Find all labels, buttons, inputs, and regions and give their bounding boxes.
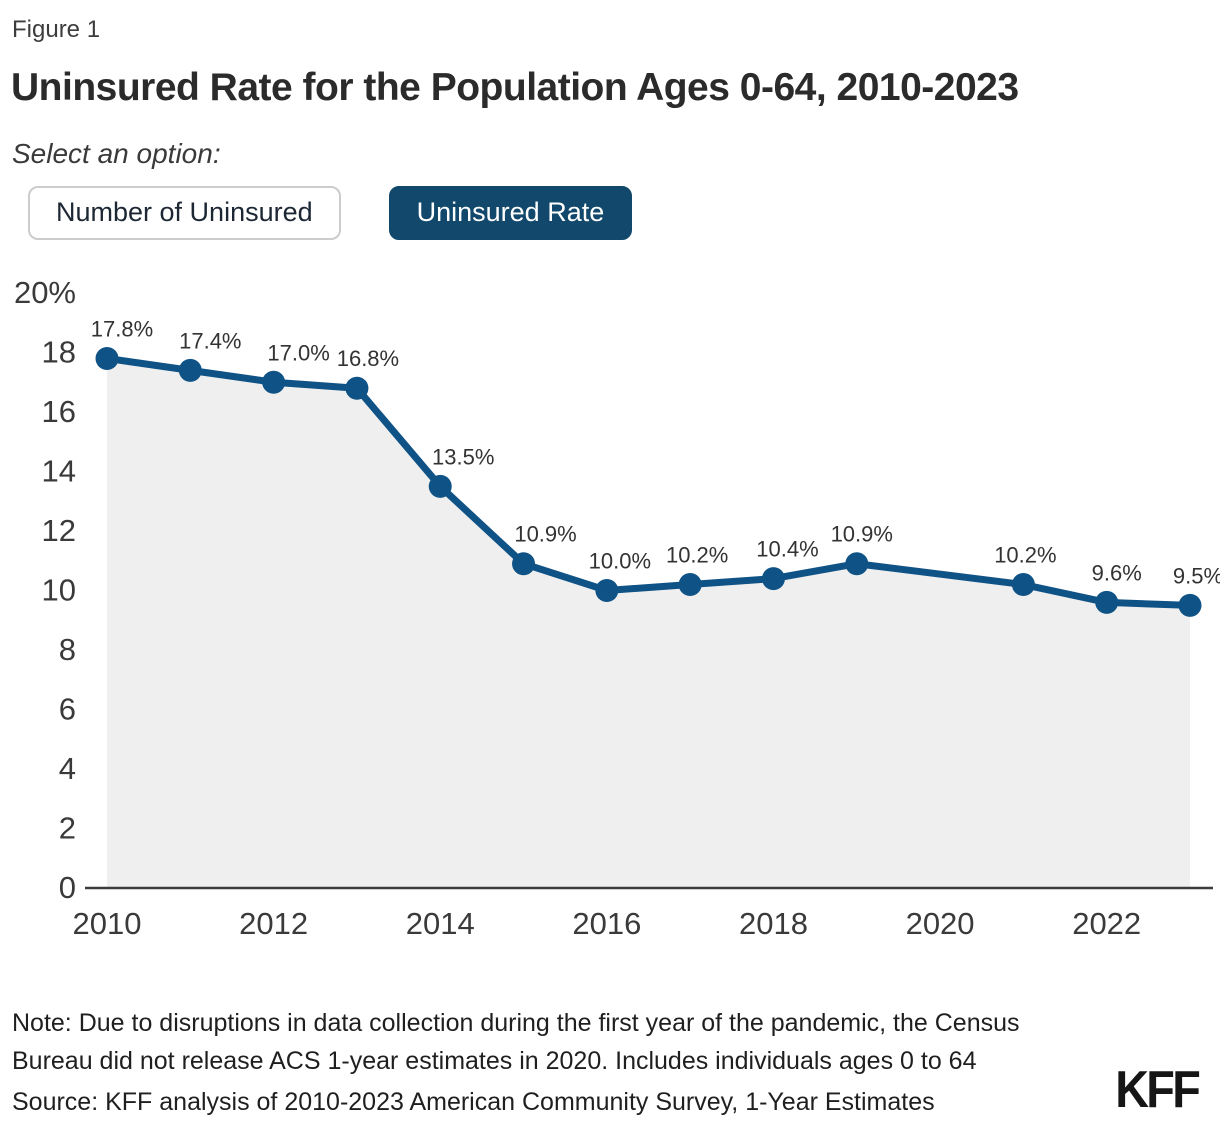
y-axis-tick-label: 18	[42, 335, 76, 370]
note-text: Note: Due to disruptions in data collect…	[12, 1009, 1020, 1037]
data-point-label: 9.5%	[1173, 563, 1220, 588]
y-axis-tick-label: 8	[59, 632, 76, 667]
x-axis-tick-label: 2016	[572, 906, 641, 941]
kff-logo: KFF	[1115, 1061, 1201, 1119]
source-text: Source: KFF analysis of 2010-2023 Americ…	[12, 1088, 935, 1116]
data-point-label: 10.9%	[831, 522, 893, 547]
data-point[interactable]	[1011, 573, 1035, 597]
data-point-label: 9.6%	[1092, 560, 1142, 585]
data-point[interactable]	[1178, 593, 1202, 617]
y-axis-tick-label: 4	[59, 751, 76, 786]
data-point[interactable]	[1095, 590, 1119, 614]
data-point-label: 16.8%	[337, 346, 399, 371]
number-of-uninsured-button[interactable]: Number of Uninsured	[28, 186, 341, 240]
x-axis-tick-label: 2018	[739, 906, 808, 941]
data-point[interactable]	[678, 573, 702, 597]
footer: Note: Due to disruptions in data collect…	[12, 1004, 1112, 1121]
data-point-label: 17.4%	[179, 328, 241, 353]
x-axis-tick-label: 2012	[239, 906, 308, 941]
page-title: Uninsured Rate for the Population Ages 0…	[11, 66, 1019, 109]
data-point[interactable]	[95, 346, 119, 370]
x-axis-tick-label: 2010	[73, 906, 142, 941]
y-axis-tick-label: 2	[59, 811, 76, 846]
note-text: Bureau did not release ACS 1-year estima…	[12, 1047, 977, 1075]
data-point-label: 10.2%	[994, 543, 1056, 568]
area-fill	[107, 358, 1190, 888]
figure-label: Figure 1	[12, 16, 101, 43]
y-axis-tick-label: 12	[42, 513, 76, 548]
data-point-label: 13.5%	[432, 444, 494, 469]
y-axis-tick-label: 20%	[14, 275, 76, 310]
data-point-label: 10.4%	[756, 537, 818, 562]
y-axis-tick-label: 14	[42, 454, 76, 489]
data-point-label: 10.0%	[589, 549, 651, 574]
data-point[interactable]	[761, 567, 785, 591]
data-point[interactable]	[428, 474, 452, 498]
view-toggle-group: Number of Uninsured Uninsured Rate	[28, 186, 1220, 240]
data-point[interactable]	[595, 579, 619, 602]
data-point[interactable]	[262, 370, 286, 394]
select-option-prompt: Select an option:	[12, 138, 221, 169]
x-axis-tick-label: 2014	[406, 906, 475, 941]
data-point-label: 17.8%	[91, 316, 153, 341]
y-axis-tick-label: 16	[42, 394, 76, 429]
uninsured-rate-button[interactable]: Uninsured Rate	[388, 186, 633, 240]
data-point[interactable]	[345, 376, 369, 400]
data-point[interactable]	[512, 552, 536, 576]
x-axis-tick-label: 2020	[906, 906, 975, 941]
data-point-label: 10.2%	[666, 543, 728, 568]
y-axis-tick-label: 10	[42, 573, 76, 608]
data-point-label: 10.9%	[514, 522, 576, 547]
data-point[interactable]	[178, 358, 202, 382]
x-axis-tick-label: 2022	[1072, 906, 1141, 941]
data-point[interactable]	[845, 552, 869, 576]
y-axis-tick-label: 0	[59, 870, 76, 905]
data-point-label: 17.0%	[267, 340, 329, 365]
y-axis-tick-label: 6	[59, 692, 76, 727]
